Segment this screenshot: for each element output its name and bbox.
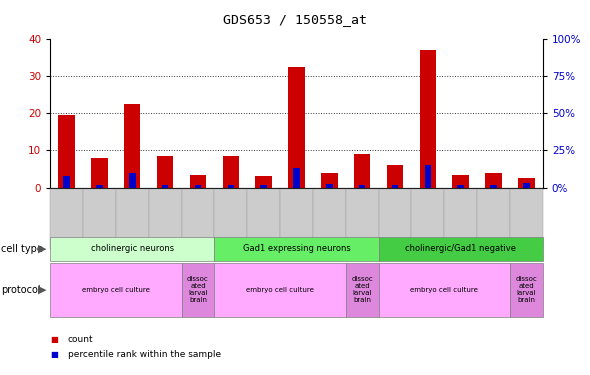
Text: dissoc
ated
larval
brain: dissoc ated larval brain bbox=[516, 276, 537, 303]
Text: count: count bbox=[68, 335, 93, 344]
Bar bbox=[96, 185, 103, 188]
Text: cholinergic neurons: cholinergic neurons bbox=[91, 244, 174, 254]
Text: ■: ■ bbox=[50, 335, 58, 344]
Bar bbox=[162, 184, 168, 188]
Bar bbox=[392, 184, 398, 188]
Bar bbox=[129, 172, 136, 188]
Text: embryo cell culture: embryo cell culture bbox=[82, 287, 150, 293]
Text: GDS653 / 150558_at: GDS653 / 150558_at bbox=[223, 13, 367, 26]
Bar bbox=[354, 154, 371, 188]
Text: ■: ■ bbox=[50, 350, 58, 359]
Text: cell type: cell type bbox=[1, 244, 43, 254]
Bar bbox=[321, 172, 337, 188]
Bar bbox=[222, 156, 239, 188]
Bar bbox=[359, 184, 365, 188]
Bar bbox=[425, 165, 431, 188]
Bar bbox=[518, 178, 535, 188]
Bar bbox=[228, 184, 234, 188]
Bar bbox=[91, 158, 107, 188]
Bar bbox=[58, 115, 75, 188]
Bar bbox=[260, 185, 267, 188]
Text: Gad1 expressing neurons: Gad1 expressing neurons bbox=[242, 244, 350, 254]
Bar bbox=[419, 51, 436, 188]
Bar bbox=[190, 174, 206, 188]
Bar bbox=[457, 185, 464, 188]
Bar bbox=[255, 176, 272, 188]
Bar bbox=[63, 176, 70, 188]
Bar bbox=[195, 184, 201, 188]
Text: dissoc
ated
larval
brain: dissoc ated larval brain bbox=[351, 276, 373, 303]
Text: dissoc
ated
larval
brain: dissoc ated larval brain bbox=[187, 276, 209, 303]
Text: ▶: ▶ bbox=[38, 285, 47, 295]
Bar bbox=[293, 168, 300, 188]
Text: embryo cell culture: embryo cell culture bbox=[410, 287, 478, 293]
Bar bbox=[523, 183, 530, 188]
Bar bbox=[157, 156, 173, 188]
Bar bbox=[387, 165, 403, 188]
Text: protocol: protocol bbox=[1, 285, 41, 295]
Text: cholinergic/Gad1 negative: cholinergic/Gad1 negative bbox=[405, 244, 516, 254]
Bar bbox=[486, 172, 502, 188]
Text: percentile rank within the sample: percentile rank within the sample bbox=[68, 350, 221, 359]
Bar bbox=[490, 185, 497, 188]
Bar bbox=[289, 67, 304, 188]
Text: ▶: ▶ bbox=[38, 244, 47, 254]
Bar bbox=[326, 184, 333, 188]
Text: embryo cell culture: embryo cell culture bbox=[246, 287, 314, 293]
Bar bbox=[453, 174, 469, 188]
Bar bbox=[124, 104, 140, 188]
